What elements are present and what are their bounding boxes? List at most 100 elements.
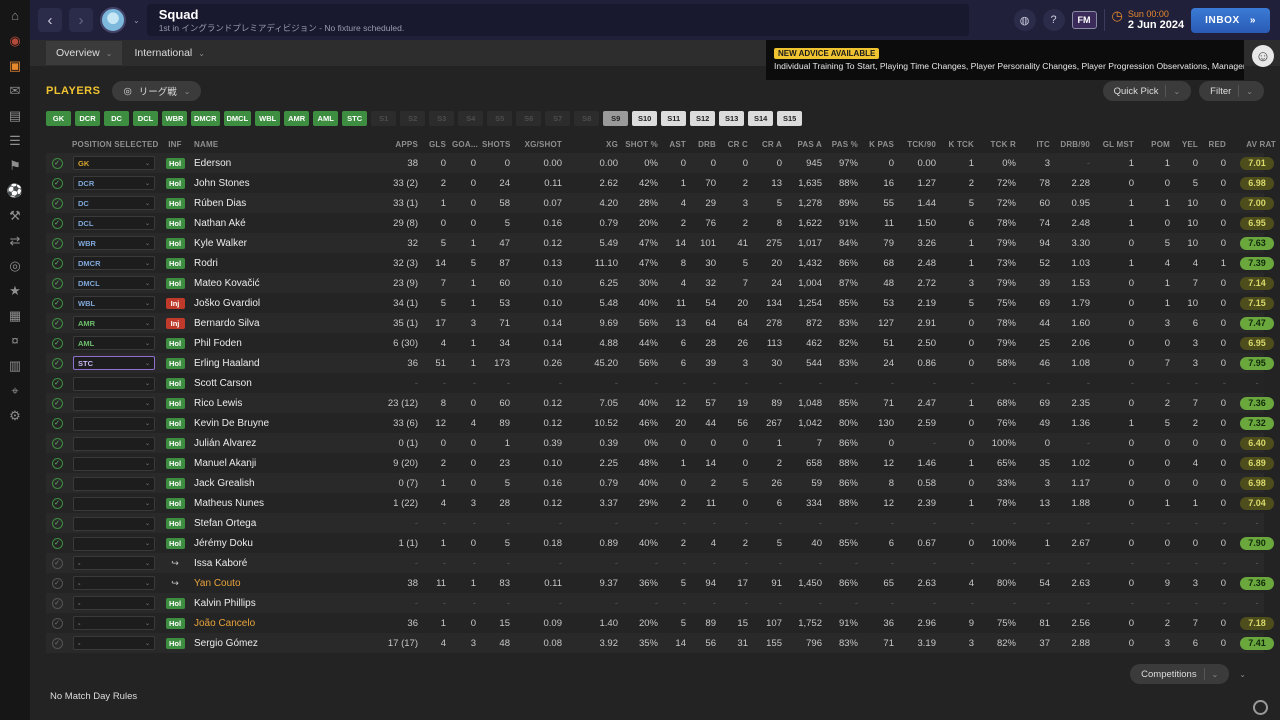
position-select[interactable]: - ⌄ [73, 616, 155, 630]
position-select[interactable]: AMR ⌄ [73, 316, 155, 330]
position-filter-s2[interactable]: S2 [400, 111, 426, 126]
column-header[interactable]: PAS % [831, 140, 858, 149]
position-select[interactable]: ⌄ [73, 416, 155, 431]
selected-check-icon[interactable]: ✓ [51, 337, 63, 349]
column-header[interactable]: K PAS [869, 140, 894, 149]
forward-button[interactable]: › [69, 8, 93, 32]
selected-check-icon[interactable]: ✓ [51, 157, 63, 169]
player-name[interactable]: Nathan Aké [194, 217, 246, 229]
player-name[interactable]: Kevin De Bruyne [194, 417, 270, 429]
position-select[interactable]: DCR ⌄ [73, 176, 155, 190]
position-select[interactable]: ⌄ [73, 476, 155, 491]
column-header[interactable]: TCK/90 [907, 140, 936, 149]
column-header[interactable]: XG [606, 140, 618, 149]
inbox-button[interactable]: INBOX » [1191, 7, 1270, 33]
table-row[interactable]: ✓ ⌄ Hol Stefan Ortega - - - - - - - - - - - - - - - - - - - - - -… [46, 513, 1264, 533]
table-row[interactable]: ✓ ⌄ Hol Scott Carson - - - - - - - - - - - - - - - - - - - - - - -… [46, 373, 1264, 393]
position-filter-s6[interactable]: S6 [516, 111, 542, 126]
selected-check-icon[interactable]: ✓ [51, 517, 63, 529]
player-name[interactable]: Bernardo Silva [194, 317, 260, 329]
tab-overview[interactable]: Overview ⌄ [46, 41, 123, 65]
position-select[interactable]: ⌄ [73, 456, 155, 471]
table-row[interactable]: ✓ DCL ⌄ Hol Nathan Aké 29 (8) 0 0 5 0.16 0.79 20% 2 7… [46, 213, 1274, 233]
club-icon[interactable]: ★ [9, 283, 21, 298]
table-row[interactable]: ✓ ⌄ Hol Manuel Akanji 9 (20) 2 0 23 0.10 2.25 48% 1… [46, 453, 1274, 473]
tab-international[interactable]: International ⌄ [134, 47, 205, 59]
column-header[interactable]: XG/SHOT [524, 140, 562, 149]
table-row[interactable]: ✓ - ⌄ ↪ Yan Couto 38 11 1 83 0.11 9.37 36% 5 94 17 91 1,… [46, 573, 1274, 593]
column-header[interactable]: POM [1151, 140, 1170, 149]
column-header[interactable]: GL MST [1102, 140, 1134, 149]
position-filter-s5[interactable]: S5 [487, 111, 513, 126]
player-name[interactable]: Sergio Gómez [194, 637, 258, 649]
column-header[interactable]: AV RAT [1246, 140, 1276, 149]
position-filter-dcl[interactable]: DCL [133, 111, 158, 126]
club-badge[interactable] [100, 7, 126, 33]
table-row[interactable]: ✓ ⌄ Hol Rico Lewis 23 (12) 8 0 60 0.12 7.05 40% 12 5… [46, 393, 1274, 413]
selected-check-icon[interactable]: ✓ [51, 417, 63, 429]
column-header[interactable]: DRB [698, 140, 716, 149]
position-select[interactable]: ⌄ [73, 436, 155, 451]
position-select[interactable]: ⌄ [73, 516, 155, 531]
position-select[interactable]: ⌄ [73, 376, 155, 391]
selected-check-icon[interactable]: ✓ [51, 477, 63, 489]
player-name[interactable]: Issa Kaboré [194, 557, 248, 569]
player-name[interactable]: Erling Haaland [194, 357, 260, 369]
position-filter-wbr[interactable]: WBR [162, 111, 187, 126]
table-row[interactable]: ✓ - ⌄ ↪ Issa Kaboré - - - - - - - - - - - - - - - - - - - - - - - - [46, 553, 1264, 573]
table-row[interactable]: ✓ ⌄ Hol Kevin De Bruyne 33 (6) 12 4 89 0.12 10.52… [46, 413, 1274, 433]
selected-check-icon[interactable]: ✓ [51, 357, 63, 369]
selected-check-icon[interactable]: ✓ [51, 217, 63, 229]
table-row[interactable]: ✓ ⌄ Hol Julián Álvarez 0 (1) 0 0 1 0.39 0.39 0% 0 0 0… [46, 433, 1274, 453]
position-select[interactable]: AML ⌄ [73, 336, 155, 350]
selected-check-icon[interactable]: ✓ [51, 257, 63, 269]
position-select[interactable]: DC ⌄ [73, 196, 155, 210]
selected-check-icon[interactable]: ✓ [51, 197, 63, 209]
position-filter-s3[interactable]: S3 [429, 111, 455, 126]
settings-icon[interactable]: ⚙ [9, 408, 21, 423]
column-header[interactable]: SHOTS [482, 140, 511, 149]
position-select[interactable]: ⌄ [73, 396, 155, 411]
column-header[interactable]: PAS A [797, 140, 822, 149]
club-dropdown-chevron-icon[interactable]: ⌄ [133, 15, 140, 25]
selected-check-icon[interactable]: ✓ [51, 397, 63, 409]
column-header[interactable]: ITC [1036, 140, 1050, 149]
position-select[interactable]: DMCR ⌄ [73, 256, 155, 270]
news-icon[interactable]: ▤ [8, 108, 22, 123]
player-name[interactable]: Scott Carson [194, 377, 252, 389]
position-select[interactable]: GK ⌄ [73, 156, 155, 170]
player-name[interactable]: Stefan Ortega [194, 517, 257, 529]
player-name[interactable]: Phil Foden [194, 337, 242, 349]
table-row[interactable]: ✓ AMR ⌄ Inj Bernardo Silva 35 (1) 17 3 71 0.14 9.6… [46, 313, 1274, 333]
selected-check-icon[interactable]: ✓ [51, 497, 63, 509]
page-title-box[interactable]: Squad 1st in イングランドプレミアディビジョン - No fixtu… [146, 4, 969, 36]
tactics-icon[interactable]: ⚽ [6, 183, 24, 198]
column-header[interactable]: RED [1208, 140, 1226, 149]
view-selector[interactable]: ◎ リーグ戦 ⌄ [112, 81, 202, 101]
position-select[interactable]: - ⌄ [73, 636, 155, 650]
player-name[interactable]: Matheus Nunes [194, 497, 265, 509]
inbox-icon[interactable]: ✉ [9, 83, 21, 98]
finances-icon[interactable]: ¤ [11, 333, 19, 348]
table-row[interactable]: ✓ WBL ⌄ Inj Joško Gvardiol 34 (1) 5 1 53 0.10 5.48… [46, 293, 1274, 313]
player-name[interactable]: John Stones [194, 177, 250, 189]
transfers-icon[interactable]: ⇄ [9, 233, 21, 248]
selected-check-icon[interactable]: ✓ [51, 617, 63, 629]
filter-button[interactable]: Filter ⌄ [1199, 81, 1264, 101]
player-name[interactable]: Jack Grealish [194, 477, 255, 489]
table-row[interactable]: ✓ - ⌄ Hol Sergio Gómez 17 (17) 4 3 48 0.08 3.92 35%… [46, 633, 1274, 653]
position-filter-s14[interactable]: S14 [748, 111, 774, 126]
world-icon[interactable]: ◍ [1013, 9, 1036, 31]
player-name[interactable]: Jérémy Doku [194, 537, 253, 549]
table-row[interactable]: ✓ DMCL ⌄ Hol Mateo Kovačić 23 (9) 7 1 60 0.10 6.25… [46, 273, 1274, 293]
column-header[interactable]: INF [168, 140, 182, 149]
position-filter-dmcr[interactable]: DMCR [191, 111, 220, 126]
quick-pick-button[interactable]: Quick Pick ⌄ [1102, 81, 1192, 101]
column-header[interactable]: CR C [727, 140, 748, 149]
table-row[interactable]: ✓ - ⌄ Hol Kalvin Phillips - - - - - - - - - - - - - - - - - - -… [46, 593, 1264, 613]
selected-check-icon[interactable]: ✓ [51, 577, 63, 589]
player-name[interactable]: Manuel Akanji [194, 457, 257, 469]
position-filter-aml[interactable]: AML [313, 111, 339, 126]
scouting-icon[interactable]: ◎ [9, 258, 21, 273]
position-filter-wbl[interactable]: WBL [255, 111, 281, 126]
